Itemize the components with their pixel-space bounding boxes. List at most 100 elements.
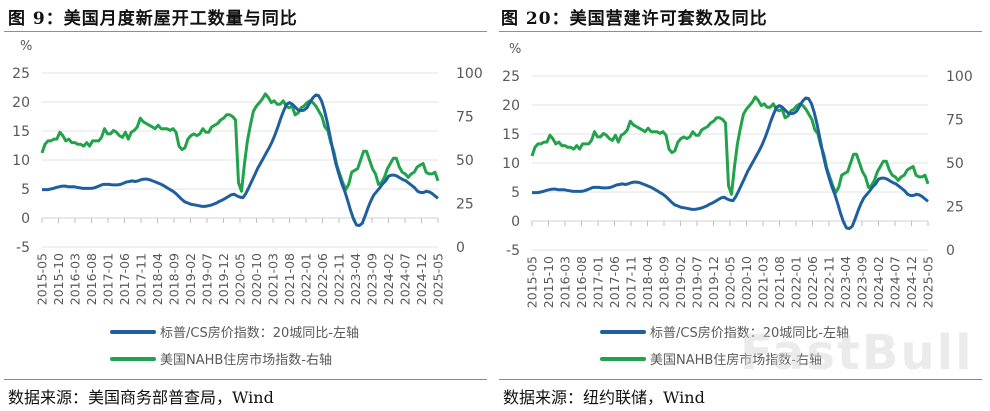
x-axis-tick-label: 2016-03	[558, 256, 573, 308]
y-axis-right-tick: 50	[456, 153, 474, 169]
x-axis-tick-label: 2020-05	[233, 253, 248, 305]
x-axis-tick-label: 2020-10	[739, 256, 754, 308]
legend-item-green: 美国NAHB住房市场指数-右轴	[110, 349, 332, 368]
x-axis-tick-label: 2022-11	[332, 253, 347, 305]
legend-item-blue: 标普/CS房价指数：20城同比-左轴	[600, 322, 849, 341]
y-axis-unit: %	[20, 39, 32, 54]
x-axis-tick-label: 2017-06	[117, 253, 132, 305]
figure-panel-right: 图 20：美国营建许可套数及同比 25 20 15 10 5 0 -5 100 75 50 25 0%…	[495, 0, 990, 411]
legend-label-blue: 标普/CS房价指数：20城同比-左轴	[650, 326, 849, 341]
y-axis-right-tick: 100	[456, 66, 483, 82]
x-axis-tick-label: 2017-11	[624, 256, 639, 308]
y-axis-right-tick: 75	[456, 110, 474, 126]
figure-title: 图 20：美国营建许可套数及同比	[501, 9, 768, 29]
series-line-case-shiller	[532, 96, 929, 230]
x-axis-tick-label: 2019-07	[690, 256, 705, 308]
x-axis-tick-label: 2019-02	[673, 256, 688, 308]
x-axis-tick-label: 2025-05	[431, 253, 446, 305]
x-axis-tick-label: 2024-07	[398, 253, 413, 305]
x-axis-tick-label: 2022-06	[315, 253, 330, 305]
x-axis-tick-label: 2018-09	[657, 256, 672, 308]
figure-title: 图 9：美国月度新屋开工数量与同比	[8, 9, 298, 29]
source-note: 数据来源：纽约联储，Wind	[503, 388, 705, 407]
x-axis-tick-label: 2015-05	[35, 253, 50, 305]
y-axis-left-tick: 25	[12, 66, 30, 82]
x-axis-tick-label: 2023-04	[838, 256, 853, 308]
x-axis-tick-label: 2016-03	[68, 253, 83, 305]
y-axis-left-tick: 20	[12, 95, 30, 111]
y-axis-left-tick: 15	[502, 127, 520, 143]
y-axis-left-tick: 15	[12, 124, 30, 140]
x-axis-tick-label: 2019-07	[200, 253, 215, 305]
legend-label-green: 美国NAHB住房市场指数-右轴	[650, 353, 823, 368]
y-axis-unit: %	[509, 42, 521, 57]
x-axis-tick-label: 2024-02	[871, 256, 886, 308]
y-axis-right-tick: 0	[946, 243, 955, 259]
x-axis-tick-label: 2015-05	[525, 256, 540, 308]
x-axis-tick-label: 2024-02	[381, 253, 396, 305]
x-axis-tick-label: 2022-06	[805, 256, 820, 308]
x-axis-tick-label: 2016-08	[84, 253, 99, 305]
series-line-nahb	[530, 95, 930, 196]
x-axis-tick-label: 2024-12	[904, 256, 919, 308]
x-axis-tick-label: 2015-10	[541, 256, 556, 308]
y-axis-left-tick: 0	[21, 211, 30, 227]
x-axis-tick-label: 2019-12	[706, 256, 721, 308]
x-axis-tick-label: 2020-05	[723, 256, 738, 308]
x-axis-tick-label: 2016-08	[574, 256, 589, 308]
x-axis-tick-label: 2017-01	[101, 253, 116, 305]
legend-item-green: 美国NAHB住房市场指数-右轴	[600, 349, 822, 368]
title-divider	[4, 31, 487, 32]
x-axis-tick-label: 2024-07	[888, 256, 903, 308]
source-note: 数据来源：美国商务部普查局，Wind	[8, 388, 274, 407]
y-axis-left-tick: 5	[21, 182, 30, 198]
x-axis-tick-label: 2015-10	[51, 253, 66, 305]
x-axis-tick-label: 2021-03	[756, 256, 771, 308]
source-divider	[4, 379, 487, 380]
x-axis-tick-label: 2021-03	[266, 253, 281, 305]
x-axis-tick-label: 2023-04	[348, 253, 363, 305]
x-axis-tick-label: 2018-04	[640, 256, 655, 308]
y-axis-right-tick: 50	[946, 156, 964, 172]
y-axis-left-tick: 25	[502, 69, 520, 85]
y-axis-right-tick: 25	[946, 200, 964, 216]
y-axis-left-tick: 5	[511, 185, 520, 201]
figure-panel-left: 图 9：美国月度新屋开工数量与同比 25 20 15 10 5 0 -5 100 75 50 25 0…	[4, 9, 487, 407]
x-axis-tick-label: 2023-09	[365, 253, 380, 305]
legend-swatch-green	[110, 356, 156, 361]
x-axis-tick-label: 2019-02	[183, 253, 198, 305]
x-axis-tick-label: 2017-01	[591, 256, 606, 308]
x-axis-tick-label: 2023-09	[855, 256, 870, 308]
x-axis-tick-label: 2022-01	[299, 253, 314, 305]
y-axis-left-tick: 20	[502, 98, 520, 114]
y-axis-left-tick: 10	[502, 156, 520, 172]
title-divider	[499, 31, 982, 32]
y-axis-right-tick: 75	[946, 113, 964, 129]
legend-swatch-blue	[600, 329, 646, 334]
x-axis-tick-label: 2025-05	[921, 256, 936, 308]
x-axis-tick-label: 2018-09	[167, 253, 182, 305]
legend-swatch-green	[600, 356, 646, 361]
source-divider	[499, 379, 982, 380]
y-axis-right-tick: 25	[456, 197, 474, 213]
x-axis-tick-label: 2017-06	[607, 256, 622, 308]
y-axis-right-tick: 0	[456, 240, 465, 256]
legend-item-blue: 标普/CS房价指数：20城同比-左轴	[110, 322, 359, 341]
legend-label-green: 美国NAHB住房市场指数-右轴	[160, 353, 333, 368]
legend-label-blue: 标普/CS房价指数：20城同比-左轴	[160, 326, 359, 341]
series-line-case-shiller	[42, 93, 439, 227]
x-axis-tick-label: 2021-08	[772, 256, 787, 308]
legend-swatch-blue	[110, 329, 156, 334]
series-line-nahb	[40, 92, 440, 193]
x-axis-tick-label: 2024-12	[414, 253, 429, 305]
x-axis-tick-label: 2022-11	[822, 256, 837, 308]
x-axis-tick-label: 2017-11	[134, 253, 149, 305]
y-axis-left-tick: -5	[506, 243, 520, 259]
x-axis-tick-label: 2018-04	[150, 253, 165, 305]
y-axis-left-tick: 0	[511, 214, 520, 230]
x-axis-tick-label: 2021-08	[282, 253, 297, 305]
y-axis-left-tick: -5	[16, 240, 30, 256]
x-axis-tick-label: 2019-12	[216, 253, 231, 305]
